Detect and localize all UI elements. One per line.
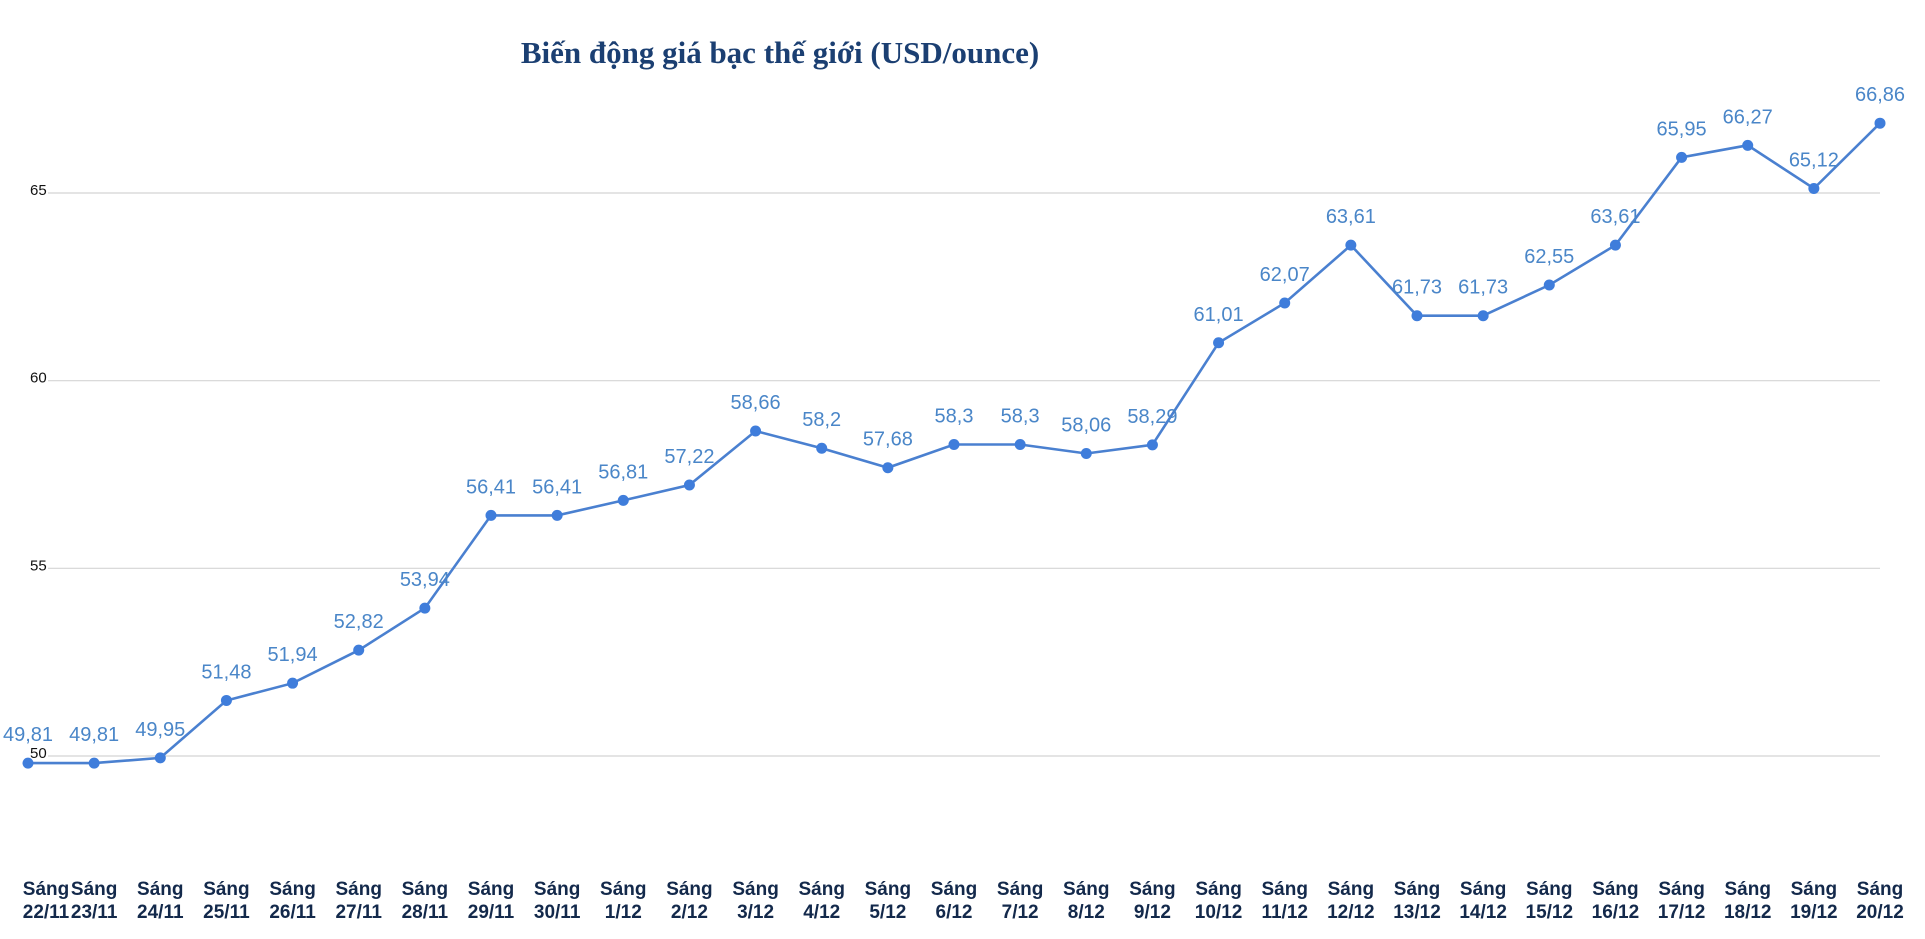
x-tick-label: Sáng 14/12 <box>1459 879 1507 923</box>
data-label: 61,73 <box>1458 277 1508 299</box>
data-label: 65,95 <box>1657 118 1707 140</box>
x-tick-label: Sáng 30/11 <box>534 879 581 923</box>
x-tick-label: Sáng 9/12 <box>1129 879 1175 923</box>
data-point <box>551 509 563 521</box>
data-point <box>1213 337 1225 349</box>
data-label: 57,68 <box>863 429 913 451</box>
data-point <box>220 694 232 706</box>
data-point <box>617 494 629 506</box>
x-tick-label: Sáng 11/12 <box>1261 879 1308 923</box>
data-point <box>1742 139 1754 151</box>
data-label: 66,86 <box>1855 84 1905 106</box>
data-label: 51,94 <box>268 644 318 666</box>
data-point <box>1543 279 1555 291</box>
x-tick-label: Sáng 15/12 <box>1526 879 1574 923</box>
x-tick-label: Sáng 18/12 <box>1724 879 1772 923</box>
data-point <box>485 509 497 521</box>
data-label: 62,55 <box>1524 246 1574 268</box>
x-tick-label: Sáng 13/12 <box>1393 879 1441 923</box>
x-tick-label: Sáng 25/11 <box>203 879 250 923</box>
x-tick-label: Sáng 16/12 <box>1592 879 1640 923</box>
x-tick-label: Sáng 27/11 <box>335 879 382 923</box>
data-label: 49,81 <box>3 724 53 746</box>
data-label: 66,27 <box>1723 106 1773 128</box>
data-label: 51,48 <box>201 661 251 683</box>
x-tick-label: Sáng 23/11 <box>71 879 118 923</box>
x-tick-label: Sáng 8/12 <box>1063 879 1109 923</box>
data-point <box>1874 117 1886 129</box>
data-point <box>948 438 960 450</box>
data-labels: 49,81 49,81 49,95 51,48 51,94 52,82 53,94 56,41… <box>3 84 1905 746</box>
data-point <box>1080 447 1092 459</box>
y-tick-label: 50 <box>30 745 47 762</box>
grid-layer <box>48 192 1880 757</box>
x-tick-label: Sáng 19/12 <box>1790 879 1838 923</box>
y-tick-label: 65 <box>30 182 47 199</box>
x-tick-label: Sáng 24/11 <box>137 879 184 923</box>
data-label: 58,2 <box>802 409 841 431</box>
data-point <box>154 752 166 764</box>
data-point <box>1345 239 1357 251</box>
data-label: 53,94 <box>400 569 450 591</box>
x-tick-label: Sáng 6/12 <box>931 879 977 923</box>
x-tick-label: Sáng 17/12 <box>1658 879 1706 923</box>
x-tick-label: Sáng 28/11 <box>402 879 449 923</box>
chart-title: Biến động giá bạc thế giới (USD/ounce) <box>521 35 1039 70</box>
data-label: 58,06 <box>1061 414 1111 436</box>
data-point <box>22 757 34 769</box>
x-tick-label: Sáng 12/12 <box>1327 879 1375 923</box>
x-tick-label: Sáng 4/12 <box>798 879 844 923</box>
data-point <box>816 442 828 454</box>
data-point <box>683 479 695 491</box>
data-point <box>1609 239 1621 251</box>
x-tick-label: Sáng 1/12 <box>600 879 646 923</box>
data-label: 57,22 <box>664 446 714 468</box>
data-point <box>353 644 365 656</box>
data-label: 58,66 <box>731 392 781 414</box>
data-label: 49,95 <box>135 719 185 741</box>
data-label: 65,12 <box>1789 149 1839 171</box>
data-label: 56,41 <box>532 476 582 498</box>
data-points <box>22 117 1886 769</box>
data-point <box>1808 182 1820 194</box>
y-axis: 50 55 60 65 <box>30 182 47 762</box>
data-label: 62,07 <box>1260 264 1310 286</box>
data-label: 63,61 <box>1326 206 1376 228</box>
data-label: 63,61 <box>1590 206 1640 228</box>
data-point <box>88 757 100 769</box>
data-label: 58,3 <box>935 405 974 427</box>
data-label: 61,01 <box>1194 304 1244 326</box>
data-point <box>287 677 299 689</box>
data-point <box>1477 310 1489 322</box>
data-point <box>1279 297 1291 309</box>
data-point <box>1014 438 1026 450</box>
data-label: 58,3 <box>1001 405 1040 427</box>
data-label: 61,73 <box>1392 277 1442 299</box>
data-label: 49,81 <box>69 724 119 746</box>
y-tick-label: 55 <box>30 557 47 574</box>
data-point <box>1411 310 1423 322</box>
x-tick-label: Sáng 5/12 <box>865 879 911 923</box>
x-tick-label: Sáng 22/11 <box>23 879 70 923</box>
x-tick-label: Sáng 29/11 <box>468 879 515 923</box>
x-tick-label: Sáng 26/11 <box>269 879 316 923</box>
data-point <box>1146 439 1158 451</box>
y-tick-label: 60 <box>30 370 47 387</box>
x-tick-label: Sáng 3/12 <box>732 879 778 923</box>
x-tick-label: Sáng 2/12 <box>666 879 712 923</box>
x-tick-label: Sáng 10/12 <box>1195 879 1243 923</box>
data-label: 56,41 <box>466 476 516 498</box>
data-label: 56,81 <box>598 461 648 483</box>
x-tick-label: Sáng 20/12 <box>1856 879 1904 923</box>
x-tick-label: Sáng 7/12 <box>997 879 1043 923</box>
data-point <box>882 462 894 474</box>
data-point <box>1676 151 1688 163</box>
data-point <box>419 602 431 614</box>
data-label: 58,29 <box>1127 406 1177 428</box>
data-point <box>750 425 762 437</box>
data-label: 52,82 <box>334 611 384 633</box>
